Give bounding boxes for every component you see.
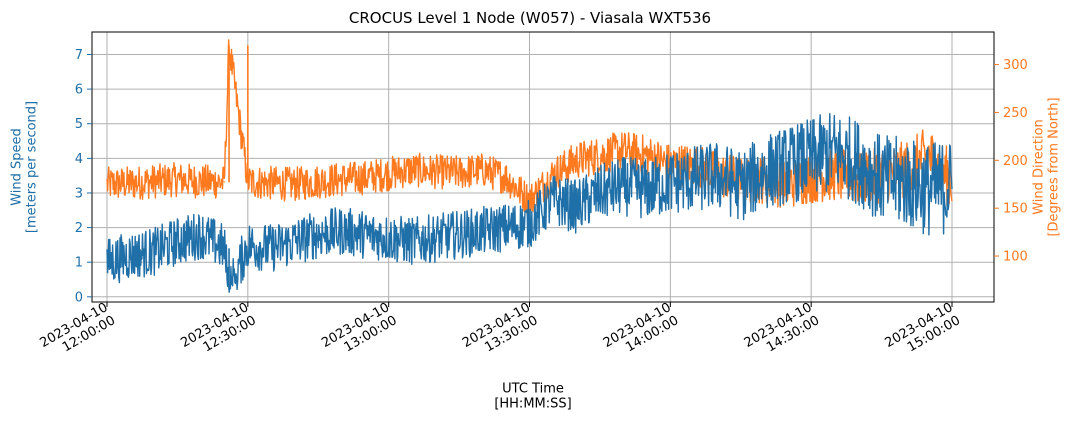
y-axis-label-left: Wind Speed[meters per second] — [10, 101, 40, 233]
x-axis-label: UTC Time [HH:MM:SS] — [494, 382, 571, 412]
y-tick-label-left: 0 — [75, 290, 83, 305]
y-tick-label-left: 7 — [75, 48, 83, 63]
y-tick-label-right: 100 — [1003, 250, 1028, 265]
right-axis: 100 150 200 250 300 — [994, 58, 1028, 265]
left-axis: 0 1 2 3 4 5 6 7 — [75, 48, 92, 305]
series-layer — [106, 39, 953, 293]
y-tick-label-left: 2 — [75, 221, 83, 236]
y-tick-label-right: 250 — [1003, 106, 1028, 121]
chart-title: CROCUS Level 1 Node (W057) - Viasala WXT… — [349, 9, 711, 27]
y-tick-label-right: 150 — [1003, 202, 1028, 217]
series-line-wind-speed — [106, 112, 953, 293]
y-tick-label-right: 300 — [1003, 58, 1028, 73]
y-tick-label-left: 1 — [75, 256, 83, 271]
y-axis-label-right: Wind Direction[Degrees from North] — [1032, 97, 1062, 236]
y-tick-label-right: 200 — [1003, 154, 1028, 169]
series-line-wind-direction — [106, 39, 953, 216]
plot-frame — [91, 31, 995, 303]
grid — [92, 32, 994, 302]
y-tick-label-left: 5 — [75, 117, 83, 132]
y-tick-label-left: 6 — [75, 83, 83, 98]
y-tick-label-left: 3 — [75, 186, 83, 201]
y-tick-label-left: 4 — [75, 152, 83, 167]
